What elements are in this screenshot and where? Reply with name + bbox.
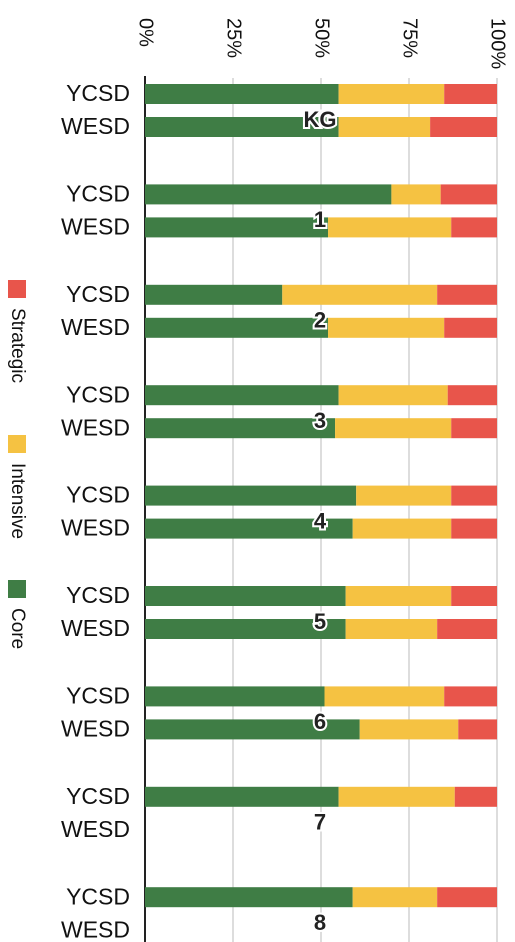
- row-label: YCSD: [66, 783, 130, 809]
- row-label: YCSD: [66, 381, 130, 407]
- row-label: WESD: [61, 113, 130, 139]
- legend-label: Core: [7, 608, 28, 649]
- bar-segment: [437, 284, 497, 305]
- bar-segment: [145, 686, 325, 707]
- row-label: YCSD: [66, 482, 130, 508]
- bar-segment: [451, 586, 497, 606]
- row-label: YCSD: [66, 281, 130, 307]
- bar-segment: [145, 518, 353, 539]
- bar-segment: [145, 619, 346, 639]
- bar-segment: [437, 887, 497, 908]
- bar-segment: [338, 117, 431, 137]
- x-tick-label: 0%: [135, 18, 157, 47]
- row-label: WESD: [61, 213, 130, 239]
- x-tick-label: 50%: [311, 18, 333, 58]
- group-label: 1: [314, 207, 326, 232]
- bar-segment: [282, 284, 438, 305]
- bar-segment: [324, 686, 445, 707]
- bar-segment: [451, 485, 497, 506]
- bar-segment: [335, 418, 452, 439]
- row-label: WESD: [61, 615, 130, 641]
- group-label: 2: [314, 308, 326, 333]
- row-label: WESD: [61, 916, 130, 942]
- bar-segment: [451, 418, 497, 439]
- bar-segment: [391, 184, 441, 205]
- bar-segment: [359, 719, 459, 740]
- bar-segment: [145, 586, 346, 606]
- bar-segment: [145, 418, 336, 439]
- bar-segment: [352, 887, 438, 908]
- bar-segment: [451, 518, 497, 539]
- group-label: 4: [314, 508, 327, 533]
- x-tick-label: 25%: [223, 18, 245, 58]
- bar-segment: [345, 619, 438, 639]
- group-label: KG: [304, 107, 337, 132]
- bar-segment: [145, 786, 339, 807]
- legend-swatch: [8, 280, 26, 298]
- bar-segment: [145, 385, 339, 406]
- group-label: 7: [314, 810, 326, 835]
- group-label: 6: [314, 709, 326, 734]
- bar-segment: [145, 184, 392, 205]
- bar-segment: [458, 719, 497, 740]
- row-label: YCSD: [66, 883, 130, 909]
- bar-segment: [440, 184, 497, 205]
- bar-segment: [145, 719, 360, 740]
- row-label: WESD: [61, 816, 130, 842]
- bar-segment: [356, 485, 452, 506]
- bar-segment: [338, 385, 448, 406]
- legend-label: Intensive: [7, 463, 28, 539]
- bar-segment: [444, 317, 497, 338]
- legend-swatch: [8, 435, 26, 453]
- legend-label: Strategic: [7, 308, 28, 383]
- row-label: YCSD: [66, 180, 130, 206]
- row-label: WESD: [61, 414, 130, 440]
- bar-segment: [444, 686, 497, 707]
- row-label: YCSD: [66, 80, 130, 106]
- bar-segment: [451, 217, 497, 238]
- bar-segment: [145, 317, 329, 338]
- bar-segment: [345, 586, 452, 606]
- bar-segment: [437, 619, 497, 639]
- bar-segment: [447, 385, 497, 406]
- group-label: 3: [314, 408, 326, 433]
- bar-segment: [328, 217, 452, 238]
- bar-segment: [454, 786, 497, 807]
- bar-segment: [338, 84, 445, 104]
- bar-segment: [338, 786, 455, 807]
- row-label: WESD: [61, 515, 130, 541]
- bar-segment: [145, 485, 357, 506]
- row-label: YCSD: [66, 682, 130, 708]
- bar-segment: [145, 84, 339, 104]
- bar-segment: [444, 84, 497, 104]
- bar-segment: [328, 317, 445, 338]
- bar-segment: [145, 284, 283, 305]
- bar-segment: [145, 887, 353, 908]
- x-tick-label: 100%: [487, 18, 509, 69]
- bar-segment: [352, 518, 452, 539]
- bar-segment: [430, 117, 497, 137]
- row-label: YCSD: [66, 582, 130, 608]
- row-label: WESD: [61, 715, 130, 741]
- group-label: 5: [314, 609, 326, 634]
- legend-swatch: [8, 580, 26, 598]
- bar-segment: [145, 117, 339, 137]
- bar-segment: [145, 217, 329, 238]
- x-tick-label: 75%: [399, 18, 421, 58]
- row-label: WESD: [61, 314, 130, 340]
- group-label: 8: [314, 910, 326, 935]
